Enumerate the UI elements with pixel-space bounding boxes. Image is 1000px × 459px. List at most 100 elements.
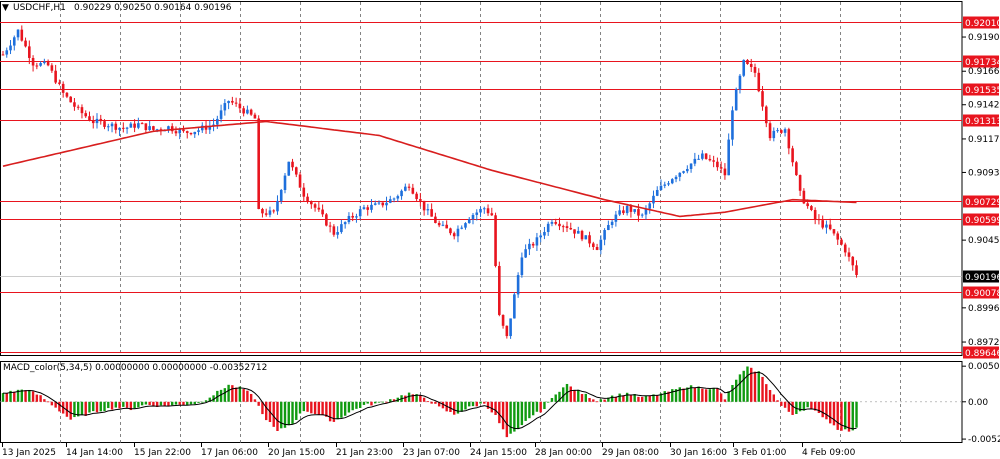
candle-body xyxy=(764,106,768,124)
macd-bar xyxy=(490,401,493,413)
candle-body xyxy=(633,209,636,212)
macd-bar xyxy=(693,387,697,402)
candle-body xyxy=(780,130,783,133)
candle-body xyxy=(682,171,685,173)
candle-body xyxy=(12,37,16,46)
candle-body xyxy=(847,252,851,257)
macd-bar xyxy=(656,395,659,402)
macd-bar xyxy=(501,401,505,430)
candle-body xyxy=(231,100,234,103)
candle-body xyxy=(419,199,422,201)
symbol-dropdown-icon[interactable]: ▼ xyxy=(2,3,9,13)
candle-body xyxy=(91,120,95,124)
macd-bar xyxy=(39,395,42,402)
candle-body xyxy=(152,126,155,130)
candle-body xyxy=(317,207,321,210)
macd-bar xyxy=(95,401,99,413)
candle-body xyxy=(279,189,283,201)
candle-body xyxy=(573,229,576,234)
candle-body xyxy=(178,129,182,134)
time-tick-label: 15 Jan 22:00 xyxy=(134,448,191,458)
candle-body xyxy=(539,235,542,238)
macd-bar xyxy=(750,367,753,402)
macd-bar xyxy=(238,386,242,402)
candle-body xyxy=(110,123,114,127)
macd-bar xyxy=(99,401,102,412)
candle-body xyxy=(719,167,723,169)
macd-bar xyxy=(107,401,110,409)
candle-body xyxy=(693,158,697,164)
candle-body xyxy=(155,129,159,131)
candle-body xyxy=(227,100,230,104)
level-label: 0.90078 xyxy=(965,289,1000,299)
candle-body xyxy=(388,199,392,203)
macd-bar xyxy=(392,399,396,402)
candle-body xyxy=(73,102,76,107)
macd-bar xyxy=(513,401,516,432)
macd-bar xyxy=(302,401,305,412)
candle-body xyxy=(836,233,840,240)
candle-body xyxy=(437,222,441,226)
macd-bar xyxy=(659,393,663,402)
candle-body xyxy=(851,256,855,266)
candle-body xyxy=(655,189,659,196)
candle-body xyxy=(148,126,151,130)
macd-bar xyxy=(810,401,813,409)
macd-bar xyxy=(719,393,723,402)
candle-body xyxy=(531,243,535,246)
candle-body xyxy=(20,29,24,41)
candle-body xyxy=(9,45,12,51)
macd-bar xyxy=(370,401,373,406)
macd-bar xyxy=(343,401,347,416)
macd-bar xyxy=(757,371,760,402)
macd-bar xyxy=(197,401,200,403)
macd-bar xyxy=(498,401,501,424)
macd-bar xyxy=(114,401,117,408)
candle-body xyxy=(520,257,524,276)
main-frame xyxy=(0,1,963,356)
candle-body xyxy=(381,202,385,206)
candle-body xyxy=(106,126,110,128)
macd-bar xyxy=(716,388,719,402)
candle-body xyxy=(95,118,99,124)
macd-bar xyxy=(69,401,72,420)
candle-body xyxy=(31,57,35,66)
candle-body xyxy=(614,214,618,222)
candle-body xyxy=(599,239,603,250)
candle-body xyxy=(727,139,730,176)
macd-bar xyxy=(712,387,715,402)
macd-bar xyxy=(374,401,377,404)
candle-body xyxy=(80,107,84,114)
macd-bar xyxy=(772,394,775,402)
candle-body xyxy=(103,121,106,127)
candle-body xyxy=(625,205,629,214)
macd-bar xyxy=(543,401,546,410)
macd-bar xyxy=(167,401,170,407)
candle-body xyxy=(742,59,746,76)
macd-bar xyxy=(253,399,257,402)
header: ▼ USDCHF,H1 0.90229 0.90250 0.90164 0.90… xyxy=(2,3,267,373)
macd-bar xyxy=(328,401,332,422)
macd-bar xyxy=(648,396,651,402)
candle-body xyxy=(392,198,396,200)
candle-body xyxy=(313,204,317,208)
time-tick-label: 14 Jan 14:00 xyxy=(66,448,123,458)
macd-bar xyxy=(430,401,433,404)
macd-bar xyxy=(558,391,561,402)
candle-body xyxy=(445,224,448,229)
macd-bar xyxy=(441,401,445,409)
macd-bar xyxy=(742,370,745,402)
macd-bar xyxy=(137,401,140,408)
candle-body xyxy=(261,209,264,214)
macd-bar xyxy=(599,399,603,402)
macd-bar xyxy=(776,400,779,402)
macd-bar xyxy=(291,401,294,424)
macd-bar xyxy=(460,401,463,412)
candle-body xyxy=(28,46,31,58)
candle-body xyxy=(482,208,486,210)
candle-body xyxy=(234,102,238,104)
candle-body xyxy=(738,75,742,90)
